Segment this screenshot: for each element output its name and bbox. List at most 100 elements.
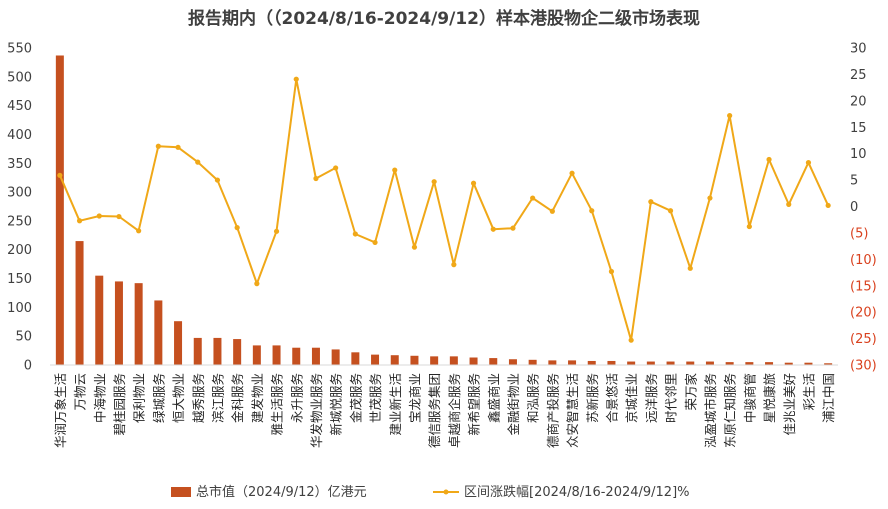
bar: [134, 283, 143, 365]
right-tick-label: (25): [850, 332, 877, 347]
legend-line-label: 区间涨跌幅[2024/8/16-2024/9/12]%: [464, 484, 690, 500]
right-tick-label: (20): [850, 306, 877, 321]
x-category-label: 众安智慧生活: [565, 373, 580, 448]
bar: [469, 357, 478, 365]
bar: [311, 347, 320, 365]
line-point: [510, 225, 516, 231]
bar: [686, 361, 695, 365]
x-category-label: 东原仁知服务: [723, 373, 738, 448]
bar: [587, 360, 596, 365]
legend-line-marker: [443, 489, 449, 495]
x-category-label: 金融街物业: [506, 373, 521, 436]
right-tick-label: 0: [850, 200, 858, 215]
x-category-label: 京城佳业: [624, 373, 639, 423]
x-category-label: 泓盈城市服务: [703, 373, 718, 448]
bar: [804, 362, 813, 365]
right-tick-label: 30: [850, 42, 867, 57]
bar: [331, 349, 340, 365]
line-point: [313, 175, 319, 182]
line-point: [293, 76, 299, 82]
x-category-label: 中骏商管: [742, 373, 757, 423]
x-category-label: 苏新服务: [585, 373, 600, 423]
line-point: [214, 177, 221, 183]
line-point: [352, 231, 358, 237]
left-tick-label: 300: [7, 186, 32, 201]
right-tick-label: (5): [850, 226, 868, 241]
x-category-label: 中海物业: [92, 373, 107, 423]
bar: [252, 345, 261, 365]
x-category-label: 和泓服务: [526, 373, 541, 423]
right-tick-label: (15): [850, 279, 877, 294]
line-point: [766, 156, 772, 163]
bar: [95, 275, 104, 365]
x-category-label: 合景悠活: [604, 373, 619, 423]
x-category-label: 佳兆业美好: [782, 373, 797, 436]
bar: [646, 361, 655, 365]
left-tick-label: 350: [7, 157, 32, 172]
x-category-label: 滨江服务: [210, 373, 225, 423]
right-tick-label: 15: [850, 121, 867, 136]
x-category-label: 德商产投服务: [545, 373, 560, 448]
x-category-label: 建发物业: [250, 373, 265, 423]
x-category-label: 雅生活服务: [270, 373, 285, 436]
x-category-label: 鑫盛商业: [486, 373, 501, 423]
left-tick-label: 100: [7, 301, 32, 316]
bar: [725, 362, 734, 365]
right-tick-label: (10): [850, 253, 877, 268]
bar: [193, 337, 202, 365]
x-category-label: 华发物业服务: [309, 373, 324, 448]
left-tick-label: 250: [7, 214, 32, 229]
bar: [765, 362, 774, 365]
bar: [75, 241, 84, 365]
line-point: [549, 208, 555, 214]
line-point: [687, 265, 693, 271]
right-tick-label: 5: [850, 174, 858, 189]
bar: [607, 360, 616, 365]
x-category-label: 碧桂园服务: [112, 373, 127, 436]
bar: [351, 352, 360, 365]
x-category-label: 荣万家: [683, 373, 698, 411]
line-point: [195, 159, 201, 165]
x-category-label: 宝龙商业: [407, 373, 422, 423]
bar: [627, 361, 636, 365]
bar: [568, 360, 577, 365]
x-category-label: 永升服务: [289, 373, 304, 423]
chart-title: 报告期内（（2024/8/16-2024/9/12）样本港股物企二级市场表现: [188, 8, 700, 29]
bar: [292, 347, 301, 365]
line-point: [431, 179, 437, 185]
line-point: [76, 218, 83, 224]
x-category-label: 时代邻里: [664, 373, 679, 423]
legend-bar-swatch: [171, 487, 191, 497]
right-y-axis: (30) (25) (20) (15) (10) (5) 0 5 10 15 20 25 30: [850, 42, 877, 374]
bar-series: [55, 55, 833, 365]
x-category-label: 浦江中国: [821, 373, 836, 423]
x-category-label: 金茂服务: [348, 373, 363, 423]
line-path: [58, 78, 830, 342]
x-category-label: 建业新生活: [388, 373, 403, 436]
line-point: [392, 167, 398, 173]
bar: [824, 363, 833, 365]
line-point: [825, 202, 831, 209]
x-category-label: 保利物业: [132, 373, 147, 423]
line-point: [451, 262, 457, 268]
x-category-label: 金科服务: [230, 373, 245, 423]
line-series: [57, 76, 831, 343]
bar: [784, 362, 793, 365]
bar: [410, 355, 419, 365]
bar: [666, 361, 675, 365]
x-category-label: 万物云: [73, 373, 88, 411]
x-category-label: 越秀服务: [191, 373, 206, 423]
line-point: [667, 208, 674, 214]
line-point: [57, 172, 63, 178]
line-point: [746, 223, 752, 230]
line-point: [786, 201, 792, 207]
left-tick-label: 200: [7, 243, 32, 258]
bar: [508, 359, 517, 365]
right-tick-label: 20: [850, 94, 867, 109]
bar: [430, 356, 439, 365]
line-point: [707, 195, 713, 201]
bar: [174, 321, 183, 365]
legend: 总市值（2024/9/12）亿港元 区间涨跌幅[2024/8/16-2024/9…: [171, 484, 690, 500]
left-tick-label: 400: [7, 128, 32, 143]
